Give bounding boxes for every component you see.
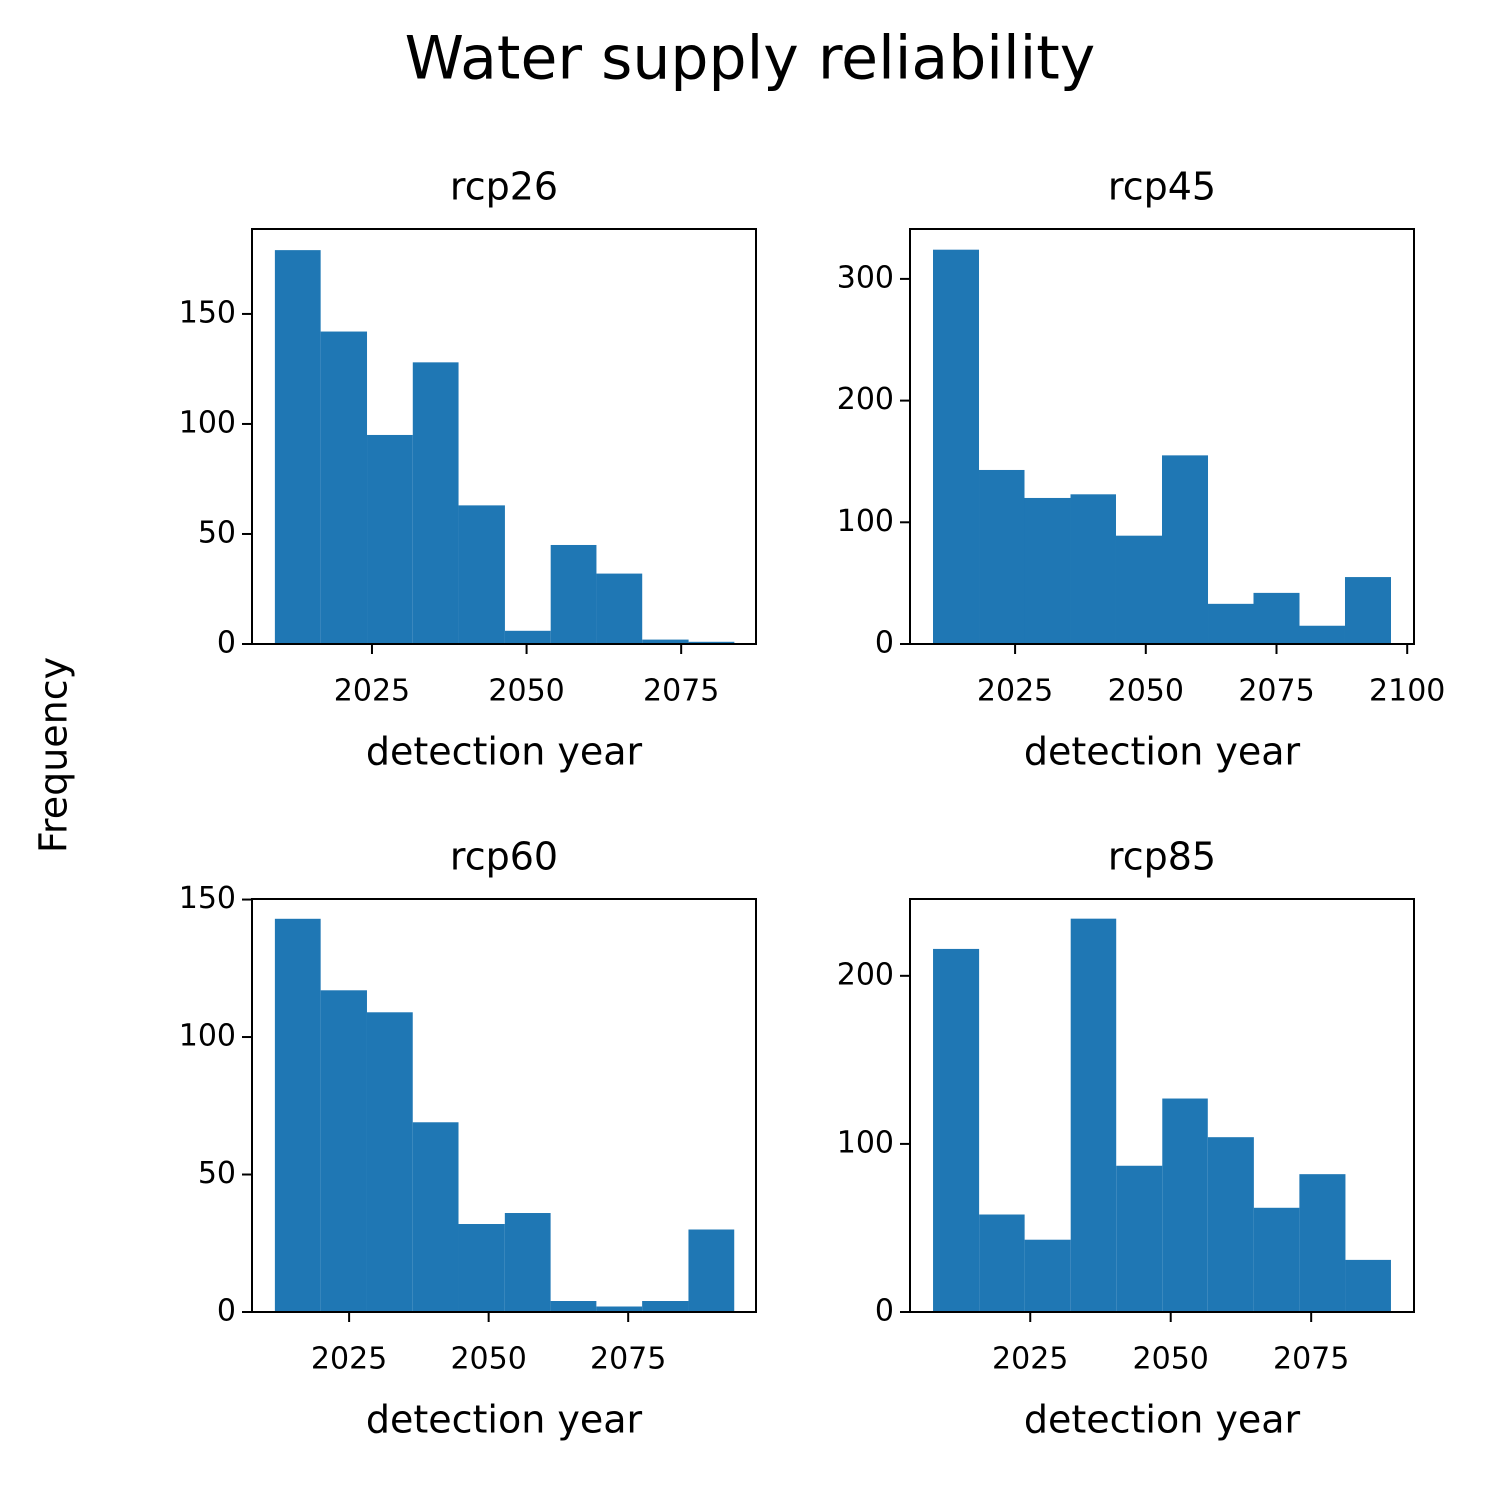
bar [320,990,367,1312]
y-tick-label: 100 [179,1019,236,1054]
x-tick-label: 2075 [1273,1342,1349,1377]
bar [1207,1137,1254,1312]
bar [1070,918,1117,1312]
subplot-title: rcp26 [450,165,558,209]
bar [458,505,505,644]
bar [1162,455,1209,644]
y-tick-label: 100 [179,405,236,440]
axes-frame [251,898,757,1313]
bar [933,948,980,1312]
bar [1299,1174,1346,1312]
x-tick-label: 2075 [643,674,719,709]
x-axis-label: detection year [366,1398,643,1442]
y-tick-label: 100 [837,1125,894,1160]
x-tick-label: 2025 [977,674,1053,709]
axes-frame [909,228,1415,645]
bar [458,1224,505,1312]
x-tick-label: 2075 [1238,674,1314,709]
bar [979,1214,1025,1312]
x-axis-label: detection year [1024,730,1301,774]
bar [274,918,321,1312]
subplot-title: rcp85 [1108,835,1216,879]
x-tick-label: 2025 [311,1342,387,1377]
bar [688,1229,735,1312]
axes-frame [909,898,1415,1313]
bar [1070,494,1116,644]
y-tick-label: 0 [217,626,236,661]
bar [1345,1259,1391,1312]
bar [366,1012,413,1312]
bar [596,1306,643,1312]
bar [1024,1239,1071,1312]
bar [1344,577,1391,644]
x-tick-label: 2050 [488,674,564,709]
bar [642,1301,689,1312]
bar [504,1213,551,1312]
bar [320,331,368,644]
bar [1024,497,1071,644]
figure-title: Water supply reliability [405,24,1096,94]
y-tick-label: 0 [875,626,894,661]
bar [1162,1098,1208,1312]
bar [596,573,643,644]
bar [367,434,413,644]
bar [979,469,1025,644]
y-axis-label: Frequency [32,657,76,853]
axes-frame [251,228,757,645]
y-tick-label: 0 [217,1294,236,1329]
y-tick-label: 100 [837,504,894,539]
y-tick-label: 150 [179,295,236,330]
subplot-title: rcp60 [450,835,558,879]
bar [1208,603,1254,644]
x-tick-label: 2025 [334,674,410,709]
x-tick-label: 2075 [590,1342,666,1377]
x-tick-label: 2100 [1369,674,1445,709]
bar [688,641,735,644]
y-tick-label: 50 [198,515,236,550]
x-tick-label: 2025 [992,1342,1068,1377]
x-tick-label: 2050 [1133,1342,1209,1377]
bar [642,639,689,644]
x-tick-label: 2050 [1108,674,1184,709]
bar [1115,535,1162,644]
subplot-title: rcp45 [1108,165,1216,209]
y-tick-label: 200 [837,957,894,992]
bar [412,1122,459,1312]
bar [504,630,551,644]
bar [550,544,597,644]
x-tick-label: 2050 [450,1342,526,1377]
bar [1116,1165,1163,1312]
bar [550,1301,597,1312]
y-tick-label: 150 [179,881,236,916]
bar [933,249,980,644]
y-tick-label: 50 [198,1156,236,1191]
y-tick-label: 0 [875,1294,894,1329]
bar [274,250,321,644]
x-axis-label: detection year [1024,1398,1301,1442]
bar [1253,592,1300,644]
x-axis-label: detection year [366,730,643,774]
bar [412,362,459,644]
y-tick-label: 200 [837,382,894,417]
y-tick-label: 300 [837,260,894,295]
bar [1253,1207,1300,1312]
bar [1299,625,1345,644]
